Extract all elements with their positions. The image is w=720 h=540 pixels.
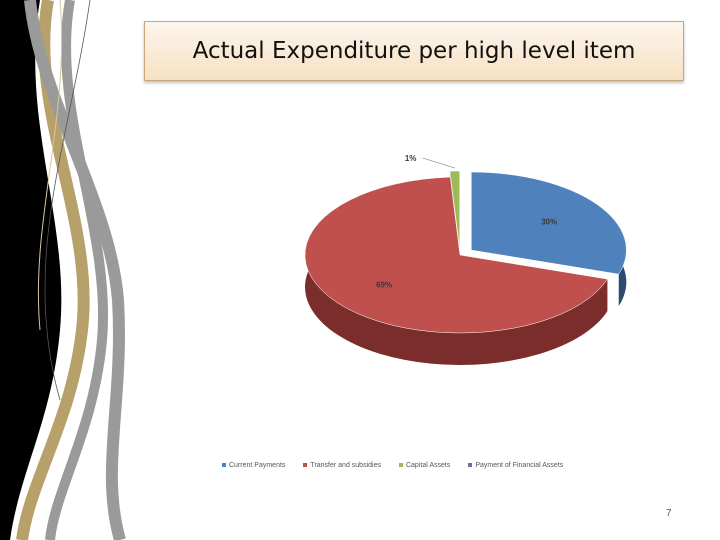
legend-label-1: Transfer and subsidies xyxy=(310,461,381,469)
legend-label-3: Payment of Financial Assets xyxy=(475,461,564,469)
legend-swatch-1 xyxy=(303,463,308,467)
pie-leader-line-2 xyxy=(422,157,455,169)
pie-labels: 30% 69% 1% xyxy=(376,154,557,290)
decorative-sidebar xyxy=(0,0,140,540)
legend-swatch-0 xyxy=(222,463,226,467)
legend-swatch-3 xyxy=(468,463,473,467)
pie-label-2: 1% xyxy=(405,154,417,163)
page-number: 7 xyxy=(666,508,672,519)
legend-item-1: Transfer and subsidies xyxy=(303,462,381,469)
slide-title-box: Actual Expenditure per high level item xyxy=(144,21,684,81)
legend-item-0: Current Payments xyxy=(222,462,285,469)
slide-title: Actual Expenditure per high level item xyxy=(192,38,636,64)
pie-slice-current-payments xyxy=(471,171,627,275)
pie-chart: 30% 69% 1% xyxy=(304,154,627,365)
legend-swatch-2 xyxy=(398,463,403,467)
legend-item-3: Payment of Financial Assets xyxy=(468,462,563,469)
legend-item-2: Capital Assets xyxy=(398,461,451,469)
pie-slice-capital-assets xyxy=(449,170,460,250)
pie-slice-transfer-and-subsidies xyxy=(304,176,608,334)
legend-label-0: Current Payments xyxy=(229,461,286,469)
chart-legend: Current Payments Transfer and subsidies Ca… xyxy=(222,458,642,472)
legend-label-2: Capital Assets xyxy=(405,461,451,469)
pie-label-1: 69% xyxy=(376,281,392,290)
pie-label-0: 30% xyxy=(541,218,557,227)
pie-slices xyxy=(304,170,627,334)
